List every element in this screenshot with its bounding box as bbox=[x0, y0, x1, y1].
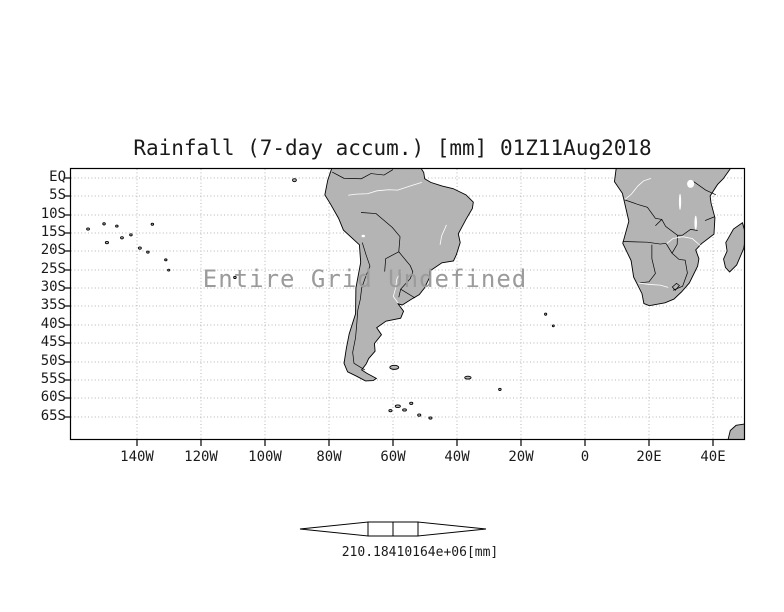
lon-tick-label: 20E bbox=[636, 449, 662, 465]
lat-tick-label: 10S bbox=[40, 206, 66, 222]
plot-title: Rainfall (7-day accum.) [mm] 01Z11Aug201… bbox=[133, 136, 652, 160]
lon-tick-label: 120W bbox=[184, 449, 218, 465]
lat-tick-label: 15S bbox=[40, 224, 66, 240]
colorbar-right-arrow bbox=[417, 521, 487, 537]
map-land-madagascar bbox=[724, 223, 745, 272]
lat-tick-label: 5S bbox=[49, 187, 66, 203]
lon-tick-label: 40E bbox=[700, 449, 726, 465]
lat-tick-label: EQ bbox=[49, 169, 66, 185]
lon-tick-label: 80W bbox=[316, 449, 342, 465]
lon-tick-label: 60W bbox=[380, 449, 406, 465]
world-map bbox=[87, 168, 745, 440]
lon-tick-label: 140W bbox=[120, 449, 154, 465]
lat-tick-label: 65S bbox=[40, 408, 66, 424]
lat-tick-label: 55S bbox=[40, 371, 66, 387]
lon-tick-label: 0 bbox=[580, 449, 590, 465]
lat-tick-label: 50S bbox=[40, 353, 66, 369]
lat-tick-label: 45S bbox=[40, 334, 66, 350]
lat-tick-label: 40S bbox=[40, 316, 66, 332]
lat-tick-label: 20S bbox=[40, 242, 66, 258]
axis-ticks bbox=[63, 177, 714, 446]
lon-tick-label: 20W bbox=[508, 449, 534, 465]
lat-tick-label: 35S bbox=[40, 297, 66, 313]
colorbar-left-arrow bbox=[299, 521, 369, 537]
country-borders bbox=[332, 170, 716, 370]
map-land-antarctica-corner bbox=[727, 424, 745, 440]
undefined-grid-message: Entire Grid Undefined bbox=[202, 265, 528, 293]
lat-tick-label: 25S bbox=[40, 261, 66, 277]
map-land-africa bbox=[614, 168, 731, 306]
colorbar-caption: 210.18410164e+06[mm] bbox=[341, 545, 499, 560]
lat-tick-label: 60S bbox=[40, 389, 66, 405]
lon-tick-label: 40W bbox=[444, 449, 470, 465]
rivers bbox=[348, 178, 701, 303]
lat-tick-label: 30S bbox=[40, 279, 66, 295]
plot-frame bbox=[69, 167, 746, 441]
lon-tick-label: 100W bbox=[248, 449, 282, 465]
colorbar bbox=[299, 521, 487, 537]
lakes bbox=[361, 179, 698, 238]
